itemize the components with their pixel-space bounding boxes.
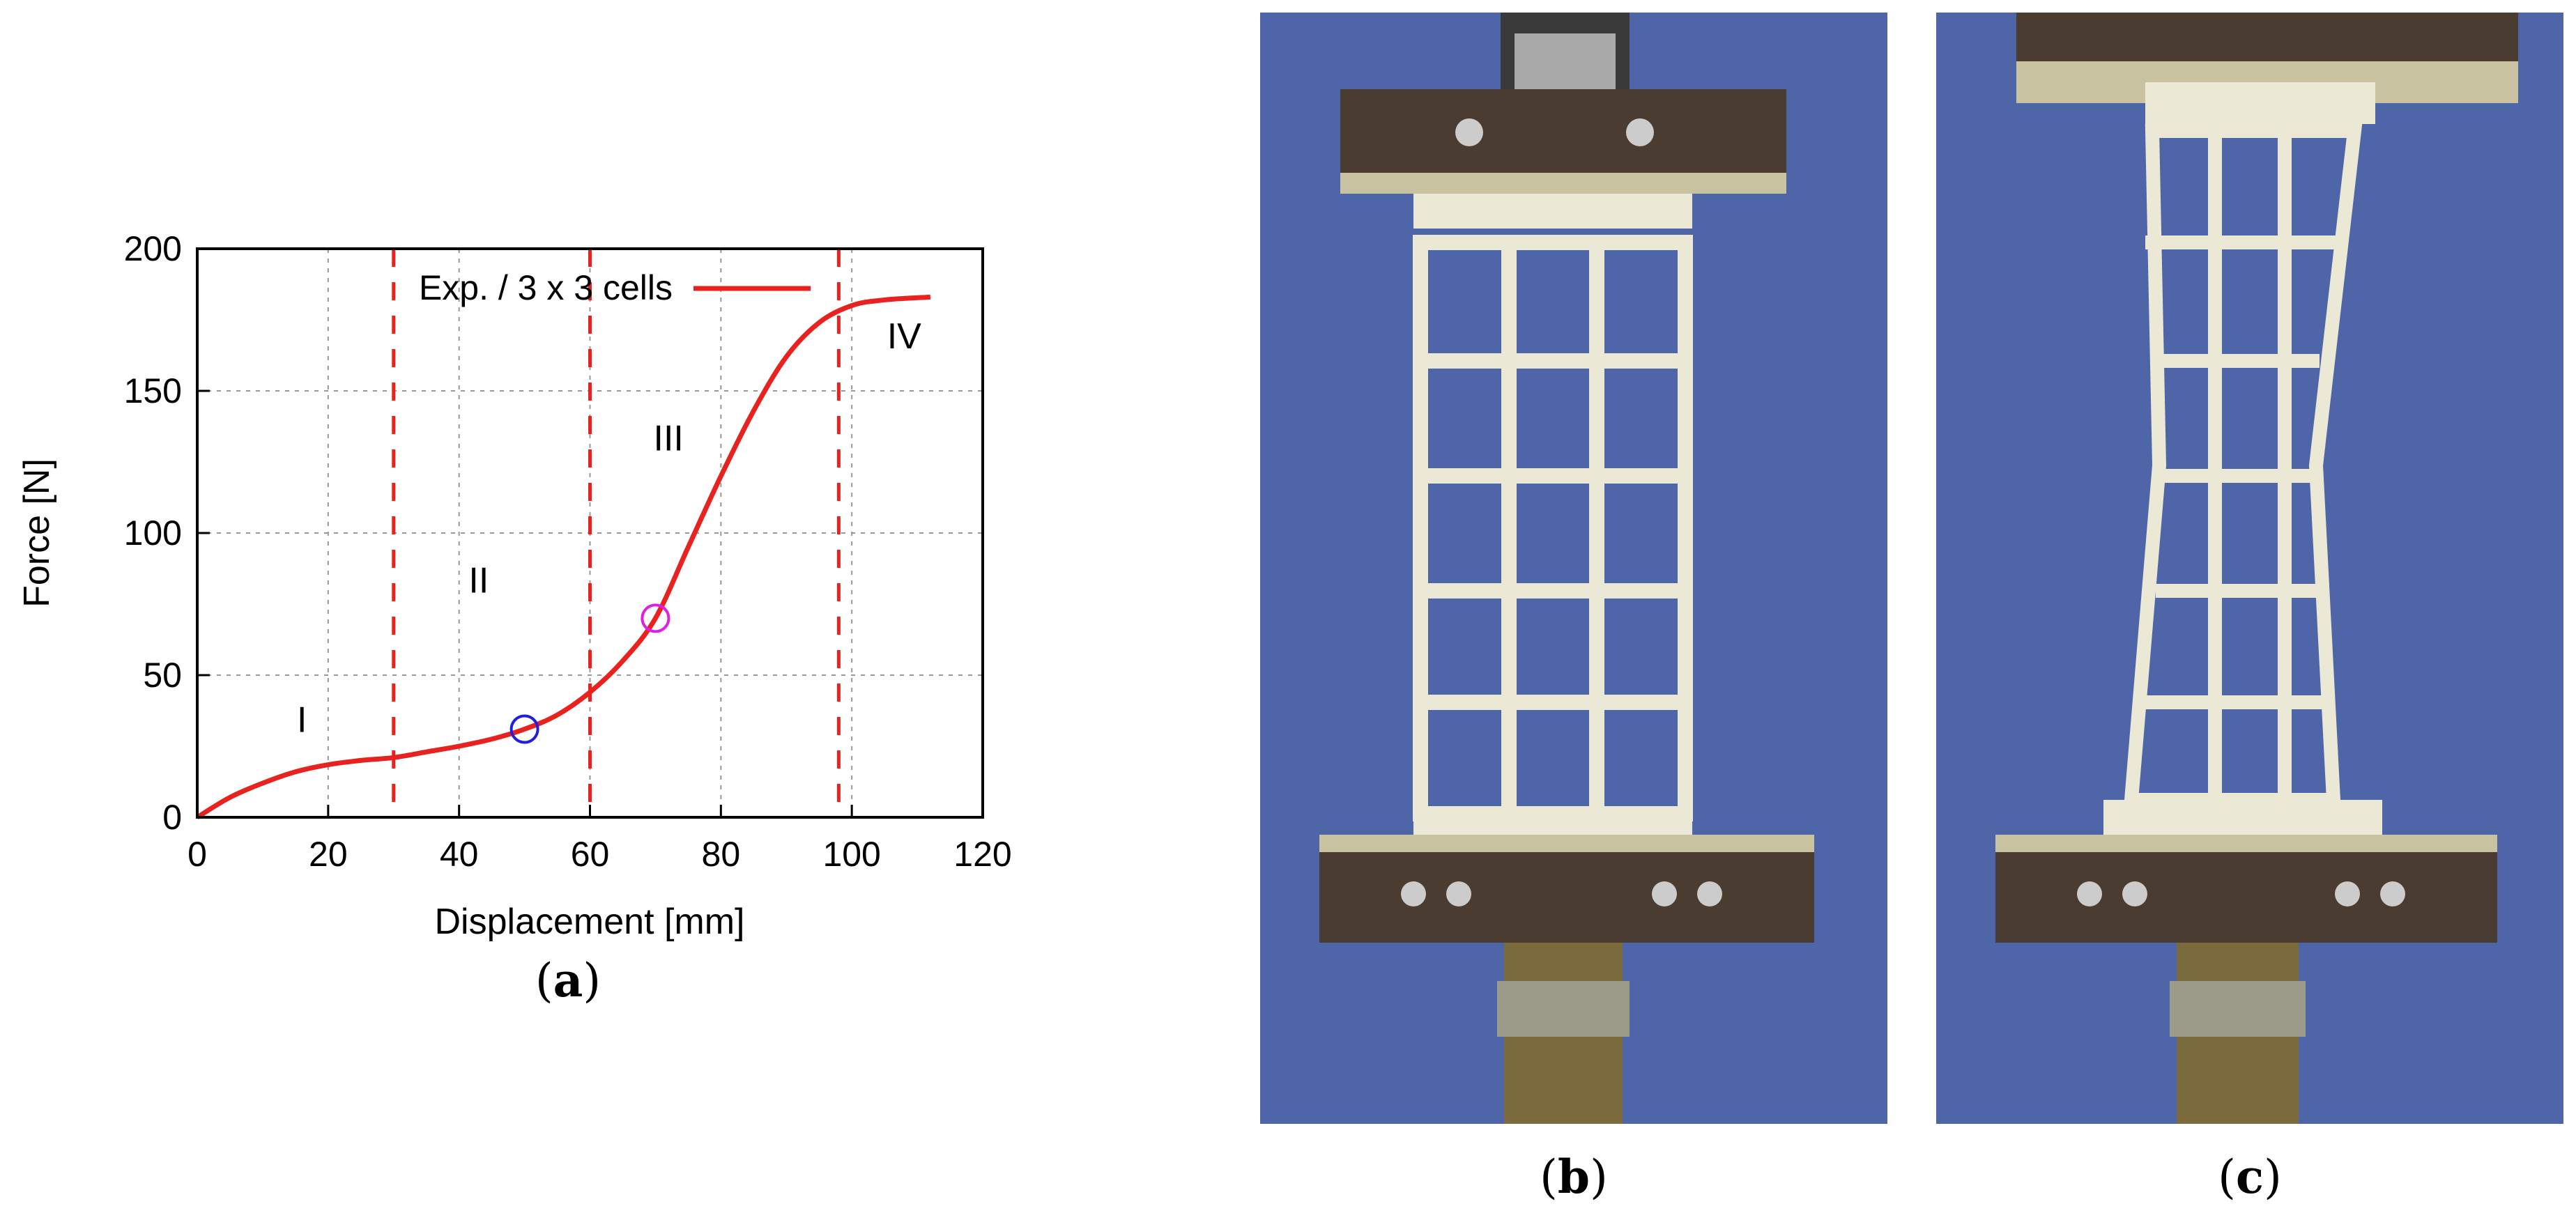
y-tick-label: 50 <box>143 656 182 695</box>
bottom-clamp <box>1995 852 2497 943</box>
top-clamp <box>1340 89 1786 180</box>
legend-label: Exp. / 3 x 3 cells <box>419 268 673 307</box>
y-tick-label: 150 <box>124 371 182 410</box>
y-tick-label: 100 <box>124 514 182 553</box>
x-tick-label: 60 <box>571 835 610 874</box>
y-axis-label: Force [N] <box>17 458 57 608</box>
caption-c: (c) <box>2218 1150 2282 1204</box>
x-tick-label: 120 <box>953 835 1011 874</box>
x-tick-label: 40 <box>440 835 479 874</box>
x-tick-label: 20 <box>309 835 348 874</box>
photo-specimen-initial <box>1260 13 1887 1124</box>
region-label: II <box>468 561 489 601</box>
top-clamp <box>2016 13 2518 65</box>
x-tick-label: 80 <box>702 835 741 874</box>
region-label: III <box>654 419 684 459</box>
x-axis-label: Displacement [mm] <box>435 902 745 942</box>
region-label: I <box>297 700 307 741</box>
y-tick-label: 200 <box>124 229 182 268</box>
photo-specimen-stretched <box>1936 13 2563 1124</box>
series-line <box>196 294 931 819</box>
data-marker <box>641 603 670 633</box>
data-marker <box>509 714 539 744</box>
caption-a: (a) <box>535 953 601 1007</box>
x-tick-label: 0 <box>187 835 207 874</box>
region-label: IV <box>887 316 921 357</box>
legend: Exp. / 3 x 3 cells <box>419 268 811 307</box>
caption-b: (b) <box>1540 1150 1608 1204</box>
y-tick-label: 0 <box>162 798 182 837</box>
x-tick-label: 100 <box>822 835 880 874</box>
bottom-clamp <box>1319 852 1814 943</box>
